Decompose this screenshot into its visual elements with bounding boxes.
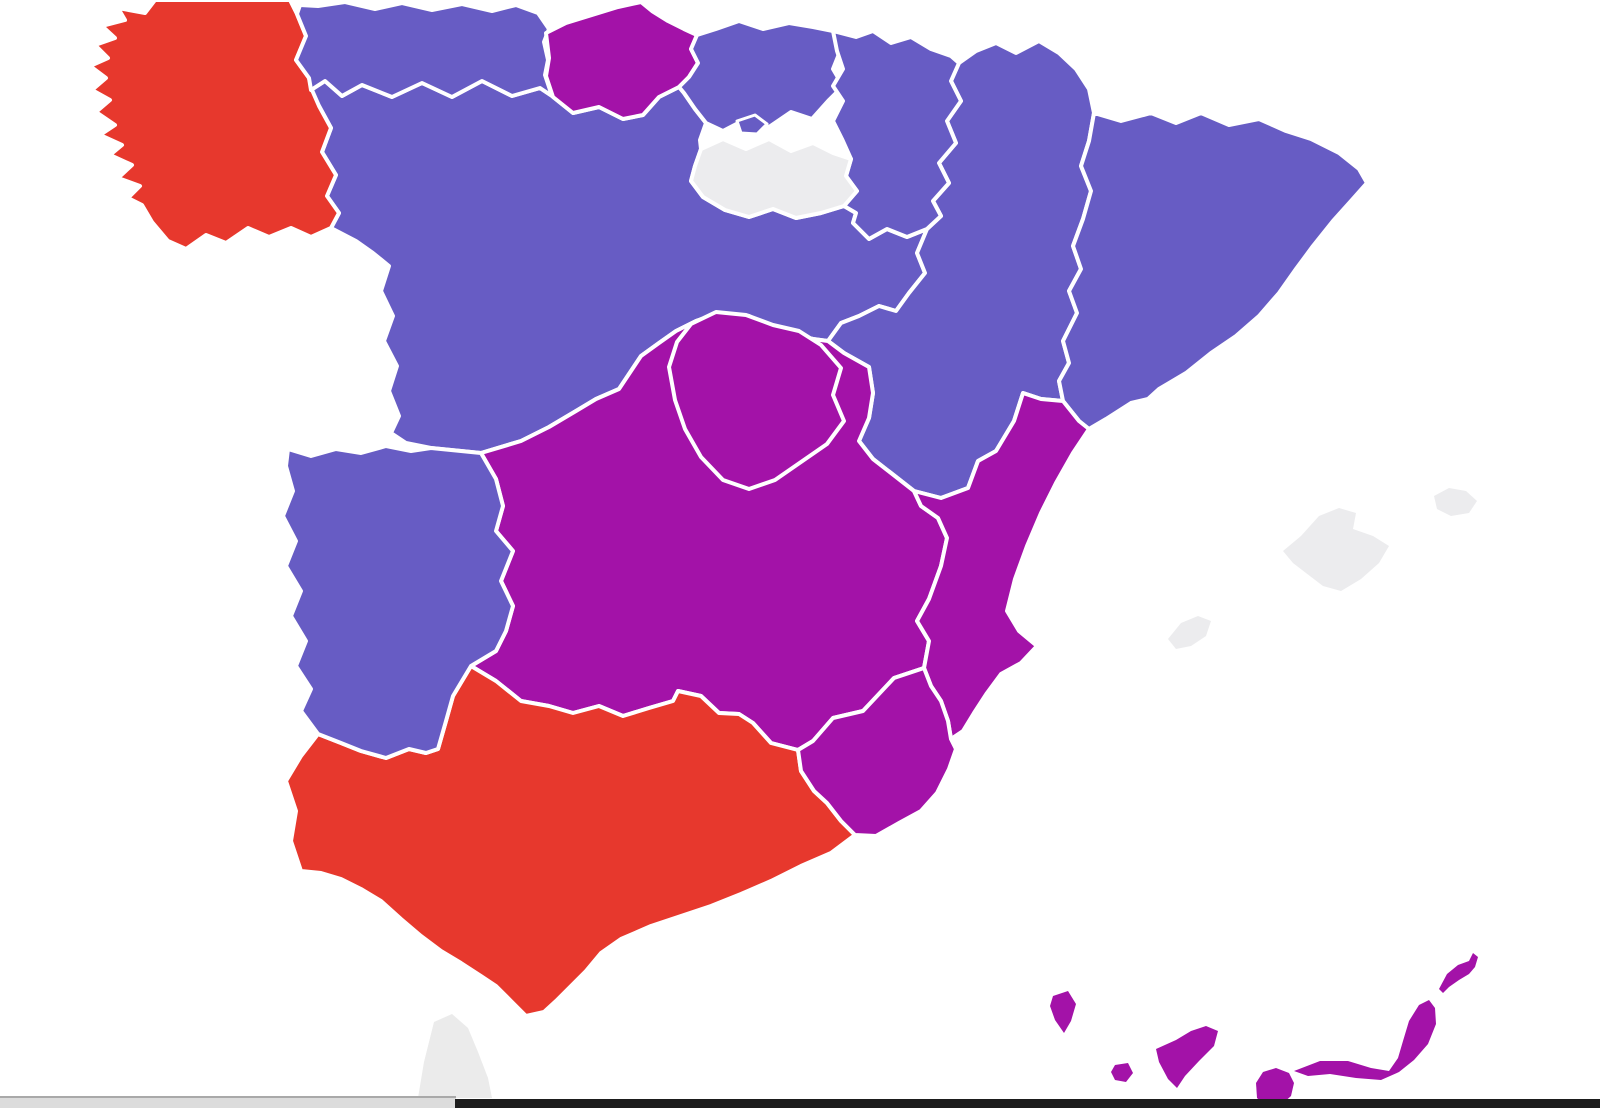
island-lanzarote[interactable] bbox=[1439, 953, 1478, 993]
north-africa-coast bbox=[418, 1014, 492, 1098]
region-asturias[interactable] bbox=[294, 0, 554, 99]
region-galicia[interactable] bbox=[88, 0, 341, 251]
scrollbar-track-segment[interactable] bbox=[0, 1096, 456, 1108]
region-catalonia[interactable] bbox=[1057, 111, 1369, 431]
island-mallorca[interactable] bbox=[1283, 508, 1389, 591]
bottom-scrollbar bbox=[0, 1096, 1600, 1108]
region-navarre[interactable] bbox=[831, 29, 963, 241]
region-basque-country[interactable] bbox=[677, 19, 845, 133]
scrollbar-dark-segment[interactable] bbox=[455, 1099, 1600, 1108]
island-ibiza[interactable] bbox=[1168, 616, 1211, 649]
scrollbar-track-border bbox=[0, 1096, 456, 1098]
island-la-gomera[interactable] bbox=[1111, 1063, 1133, 1082]
region-madrid[interactable] bbox=[667, 310, 846, 491]
island-fuerteventura[interactable] bbox=[1294, 1000, 1436, 1080]
region-extremadura[interactable] bbox=[281, 444, 515, 760]
island-gran-canaria[interactable] bbox=[1256, 1068, 1294, 1106]
island-menorca[interactable] bbox=[1434, 488, 1477, 516]
region-trevino-enclave[interactable] bbox=[735, 113, 769, 136]
region-murcia[interactable] bbox=[796, 666, 958, 838]
region-la-rioja[interactable] bbox=[689, 137, 859, 220]
island-la-palma[interactable] bbox=[1050, 991, 1076, 1033]
island-tenerife[interactable] bbox=[1156, 1026, 1218, 1088]
